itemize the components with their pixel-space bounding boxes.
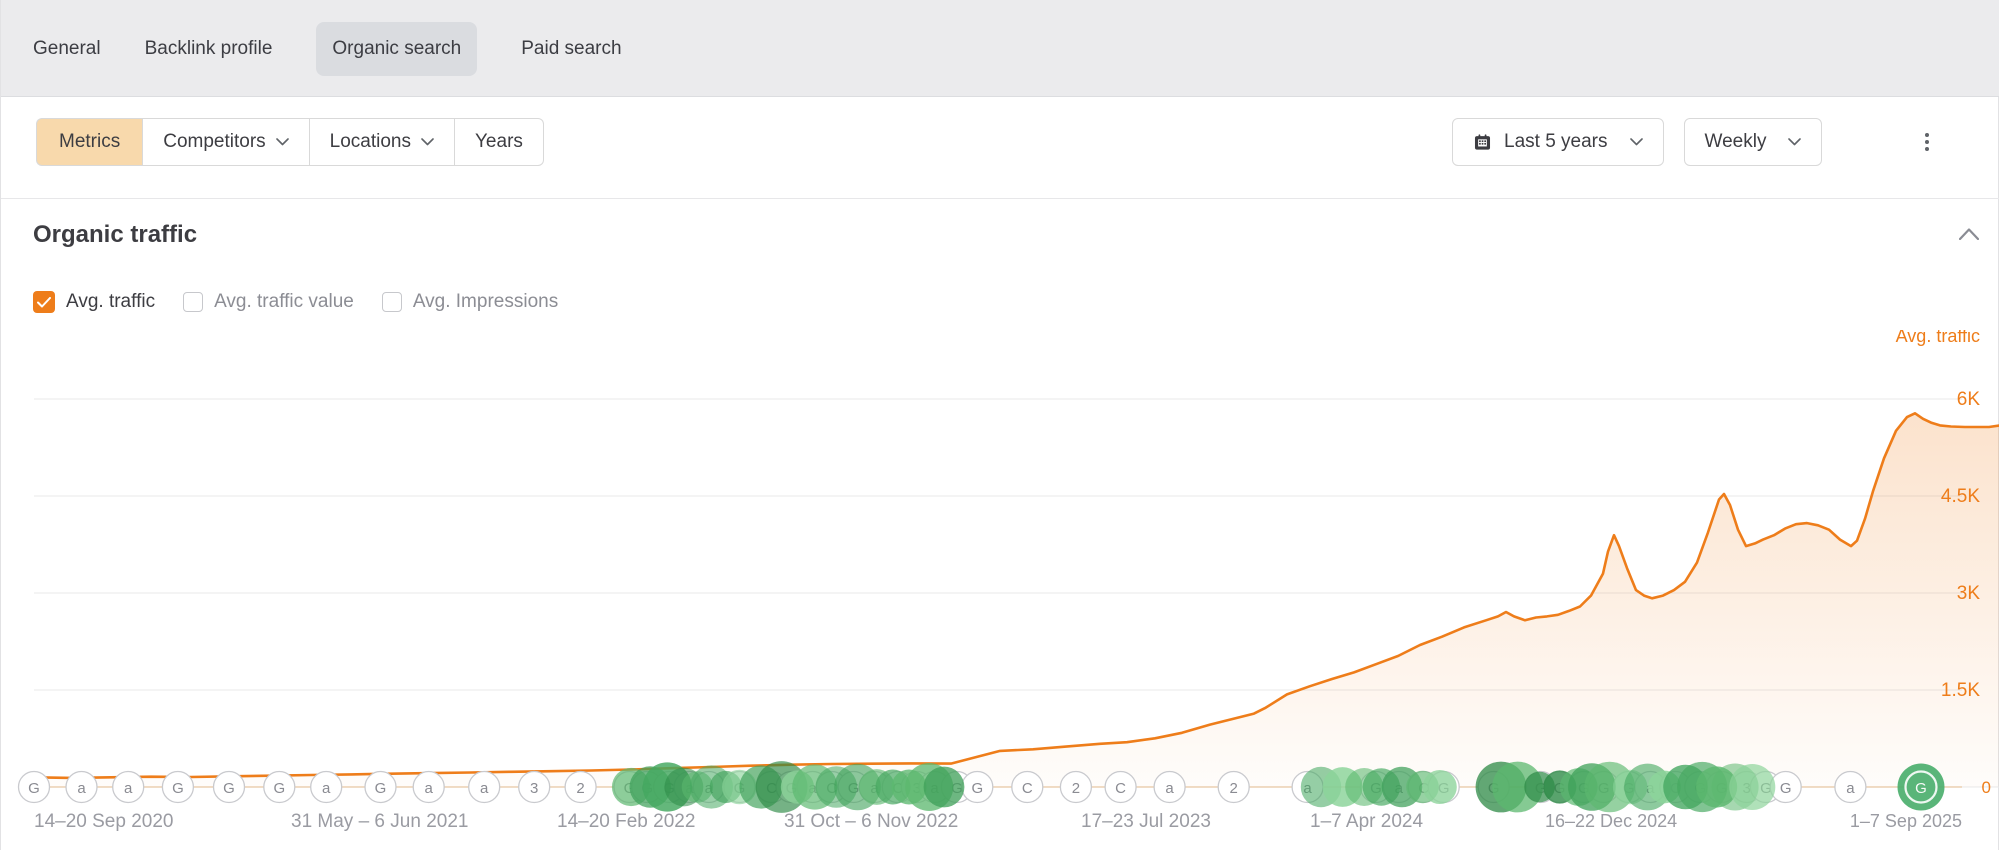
svg-text:2: 2 <box>1072 780 1080 797</box>
svg-text:G: G <box>1915 780 1927 797</box>
svg-text:14–20 Feb 2022: 14–20 Feb 2022 <box>557 811 695 832</box>
svg-text:a: a <box>322 780 331 797</box>
svg-text:a: a <box>1165 780 1174 797</box>
svg-text:G: G <box>1780 780 1792 797</box>
svg-text:G: G <box>28 780 40 797</box>
svg-text:a: a <box>124 780 133 797</box>
svg-text:2: 2 <box>576 780 584 797</box>
svg-text:G: G <box>971 780 983 797</box>
svg-text:17–23 Jul 2023: 17–23 Jul 2023 <box>1081 811 1211 832</box>
svg-text:G: G <box>375 780 387 797</box>
svg-text:C: C <box>1022 780 1033 797</box>
svg-text:G: G <box>273 780 285 797</box>
svg-text:a: a <box>77 780 86 797</box>
svg-text:31 May – 6 Jun 2021: 31 May – 6 Jun 2021 <box>291 811 468 832</box>
svg-text:C: C <box>1115 780 1126 797</box>
svg-text:a: a <box>480 780 489 797</box>
svg-text:6K: 6K <box>1957 389 1981 410</box>
svg-text:16–22 Dec 2024: 16–22 Dec 2024 <box>1545 811 1677 831</box>
svg-text:1–7 Sep 2025: 1–7 Sep 2025 <box>1850 811 1962 831</box>
svg-text:31 Oct – 6 Nov 2022: 31 Oct – 6 Nov 2022 <box>784 811 958 832</box>
svg-text:2: 2 <box>1230 780 1238 797</box>
svg-text:G: G <box>172 780 184 797</box>
svg-text:Avg. traffic: Avg. traffic <box>1896 330 1980 346</box>
svg-text:G: G <box>223 780 235 797</box>
svg-text:a: a <box>1846 780 1855 797</box>
svg-text:a: a <box>425 780 434 797</box>
svg-text:14–20 Sep 2020: 14–20 Sep 2020 <box>34 811 173 832</box>
svg-text:1–7 Apr 2024: 1–7 Apr 2024 <box>1310 811 1423 832</box>
svg-text:3: 3 <box>530 780 538 797</box>
